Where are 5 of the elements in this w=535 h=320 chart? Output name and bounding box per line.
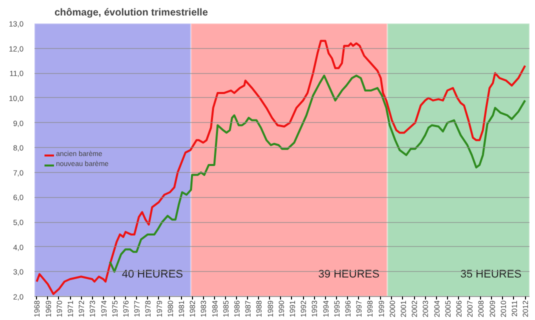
line-series xyxy=(36,40,526,296)
chart-title: chômage, évolution trimestrielle xyxy=(54,8,208,18)
band-label: 35 HEURES xyxy=(460,268,522,280)
band-label: 39 HEURES xyxy=(318,268,380,280)
band-label: 40 HEURES xyxy=(122,268,183,280)
